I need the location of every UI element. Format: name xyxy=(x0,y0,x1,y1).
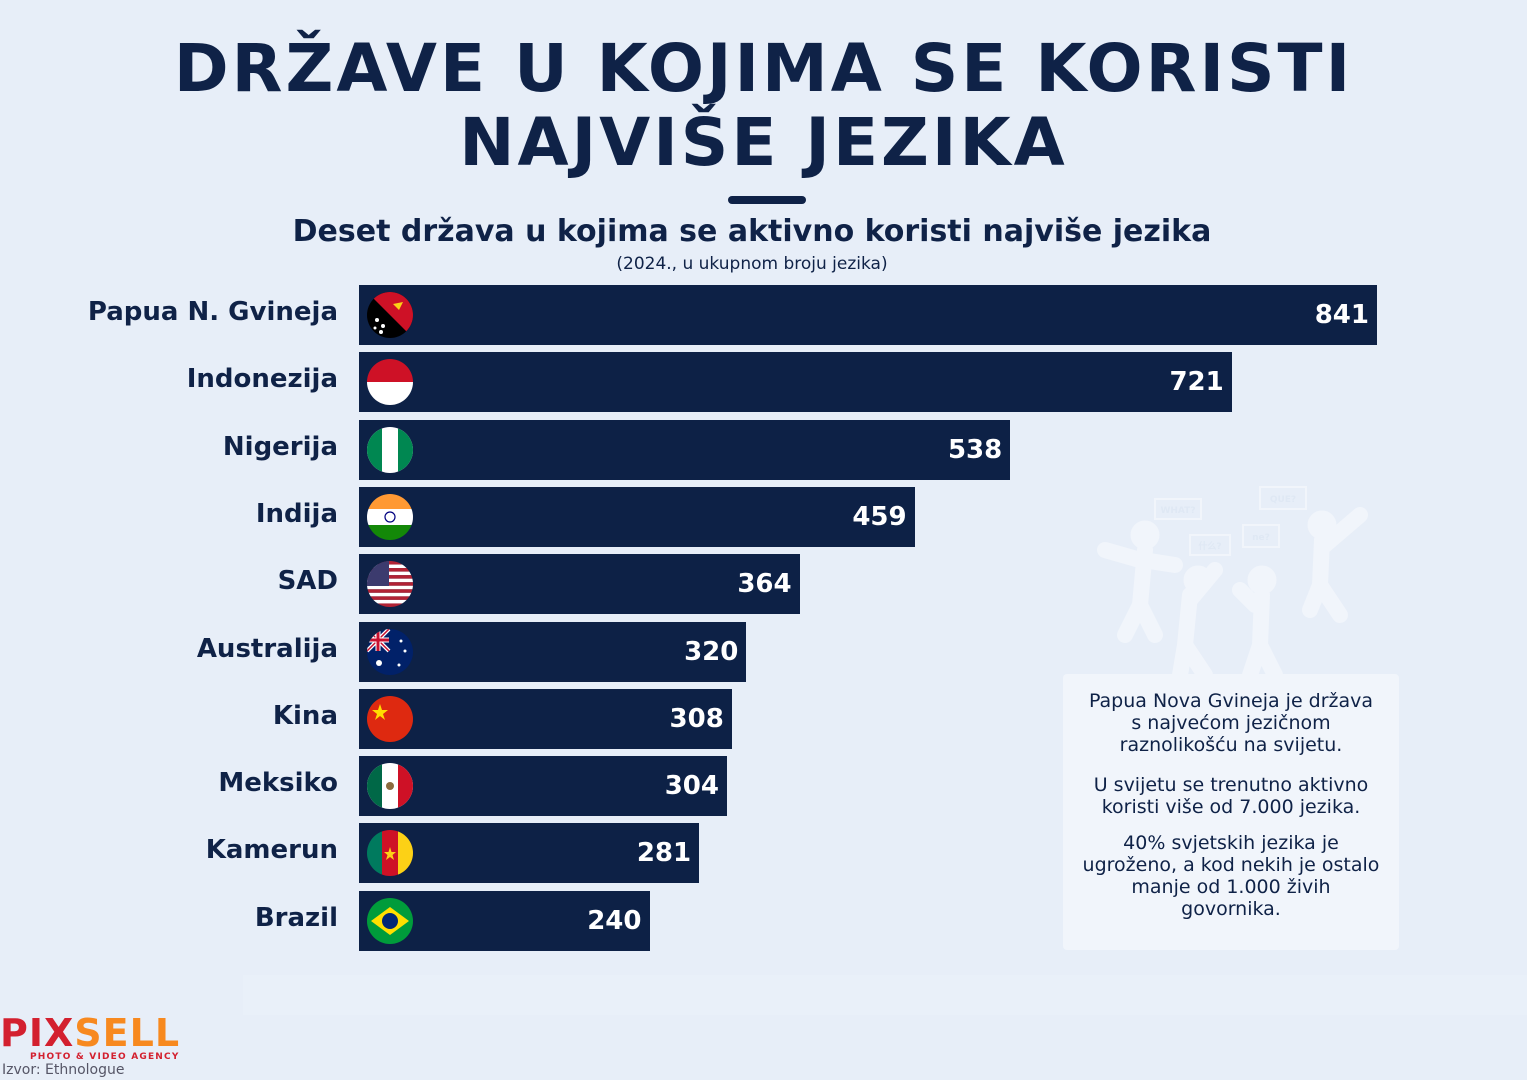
value-label: 841 xyxy=(1314,300,1369,330)
bubble-text: WHAT? xyxy=(1160,506,1195,516)
people-illustration: WHAT? 什么? ne? QUE? xyxy=(1097,486,1368,683)
logo-part2: SELL xyxy=(74,1011,181,1055)
value-label: 364 xyxy=(737,569,792,600)
category-label: Papua N. Gvineja xyxy=(87,297,338,327)
category-label: Kina xyxy=(272,700,338,731)
bar: 281 xyxy=(359,823,700,884)
bubble-text: 什么? xyxy=(1198,540,1221,552)
bar: 841 xyxy=(359,285,1377,345)
info-text: U svijetu se trenutno aktivno koristi vi… xyxy=(1093,774,1369,818)
category-label: Indija xyxy=(255,498,338,529)
bar: 538 xyxy=(359,419,1011,480)
logo-tagline: PHOTO & VIDEO AGENCY xyxy=(30,1052,180,1062)
value-label: 459 xyxy=(852,501,907,532)
flag-icon-cmr xyxy=(367,830,413,877)
title-line-1: DRŽAVE U KOJIMA SE KORISTI xyxy=(173,30,1354,107)
flag-icon-usa xyxy=(367,561,413,608)
category-label: Indonezija xyxy=(186,364,338,395)
title-divider xyxy=(728,196,806,204)
info-text: 40% svjetskih jezika je ugroženo, a kod … xyxy=(1082,832,1380,920)
bar: 304 xyxy=(359,756,727,817)
flag-icon-mex xyxy=(367,763,413,810)
source-text: Izvor: Ethnologue xyxy=(2,1062,125,1078)
value-label: 538 xyxy=(947,434,1003,465)
logo-part1: PIX xyxy=(0,1011,75,1055)
category-label: Meksiko xyxy=(218,768,338,799)
pixsell-logo: PIXSELL PHOTO & VIDEO AGENCY xyxy=(0,1014,180,1062)
info-text: Papua Nova Gvineja je država s najvećom … xyxy=(1088,690,1374,756)
flag-icon-bra xyxy=(367,897,413,944)
bar: 721 xyxy=(359,352,1232,413)
category-label: Kamerun xyxy=(205,835,338,866)
value-label: 304 xyxy=(664,771,719,802)
bar: 320 xyxy=(359,621,747,682)
info-box: Papua Nova Gvineja je država s najvećom … xyxy=(1063,674,1399,950)
value-label: 281 xyxy=(636,838,692,869)
flag-icon-nga xyxy=(367,426,413,473)
value-label: 240 xyxy=(587,905,642,936)
flag-icon-idn xyxy=(367,359,413,406)
bar: 459 xyxy=(359,486,915,547)
category-label: Nigerija xyxy=(222,431,338,462)
category-label: SAD xyxy=(277,566,338,597)
chart-subtitle: Deset država u kojima se aktivno koristi… xyxy=(292,214,1212,249)
bar: 308 xyxy=(359,688,732,749)
page-title: DRŽAVE U KOJIMA SE KORISTI NAJVIŠE JEZIK… xyxy=(0,32,1527,180)
flag-icon-ind xyxy=(367,493,413,540)
category-label: Australija xyxy=(196,633,338,664)
value-label: 308 xyxy=(669,703,724,734)
title-line-2: NAJVIŠE JEZIKA xyxy=(459,104,1068,181)
flag-icon-aus xyxy=(367,628,413,675)
value-label: 721 xyxy=(1169,367,1224,398)
value-label: 320 xyxy=(684,636,739,667)
footer-band xyxy=(243,975,1527,1015)
flag-icon-png xyxy=(367,292,413,338)
category-label: Brazil xyxy=(254,902,338,933)
bubble-text: ne? xyxy=(1252,533,1270,543)
bar: 240 xyxy=(359,890,650,951)
chart-note: (2024., u ukupnom broju jezika) xyxy=(616,254,888,274)
flag-icon-chn xyxy=(367,695,413,742)
bar: 364 xyxy=(359,554,800,615)
bubble-text: QUE? xyxy=(1270,495,1296,505)
